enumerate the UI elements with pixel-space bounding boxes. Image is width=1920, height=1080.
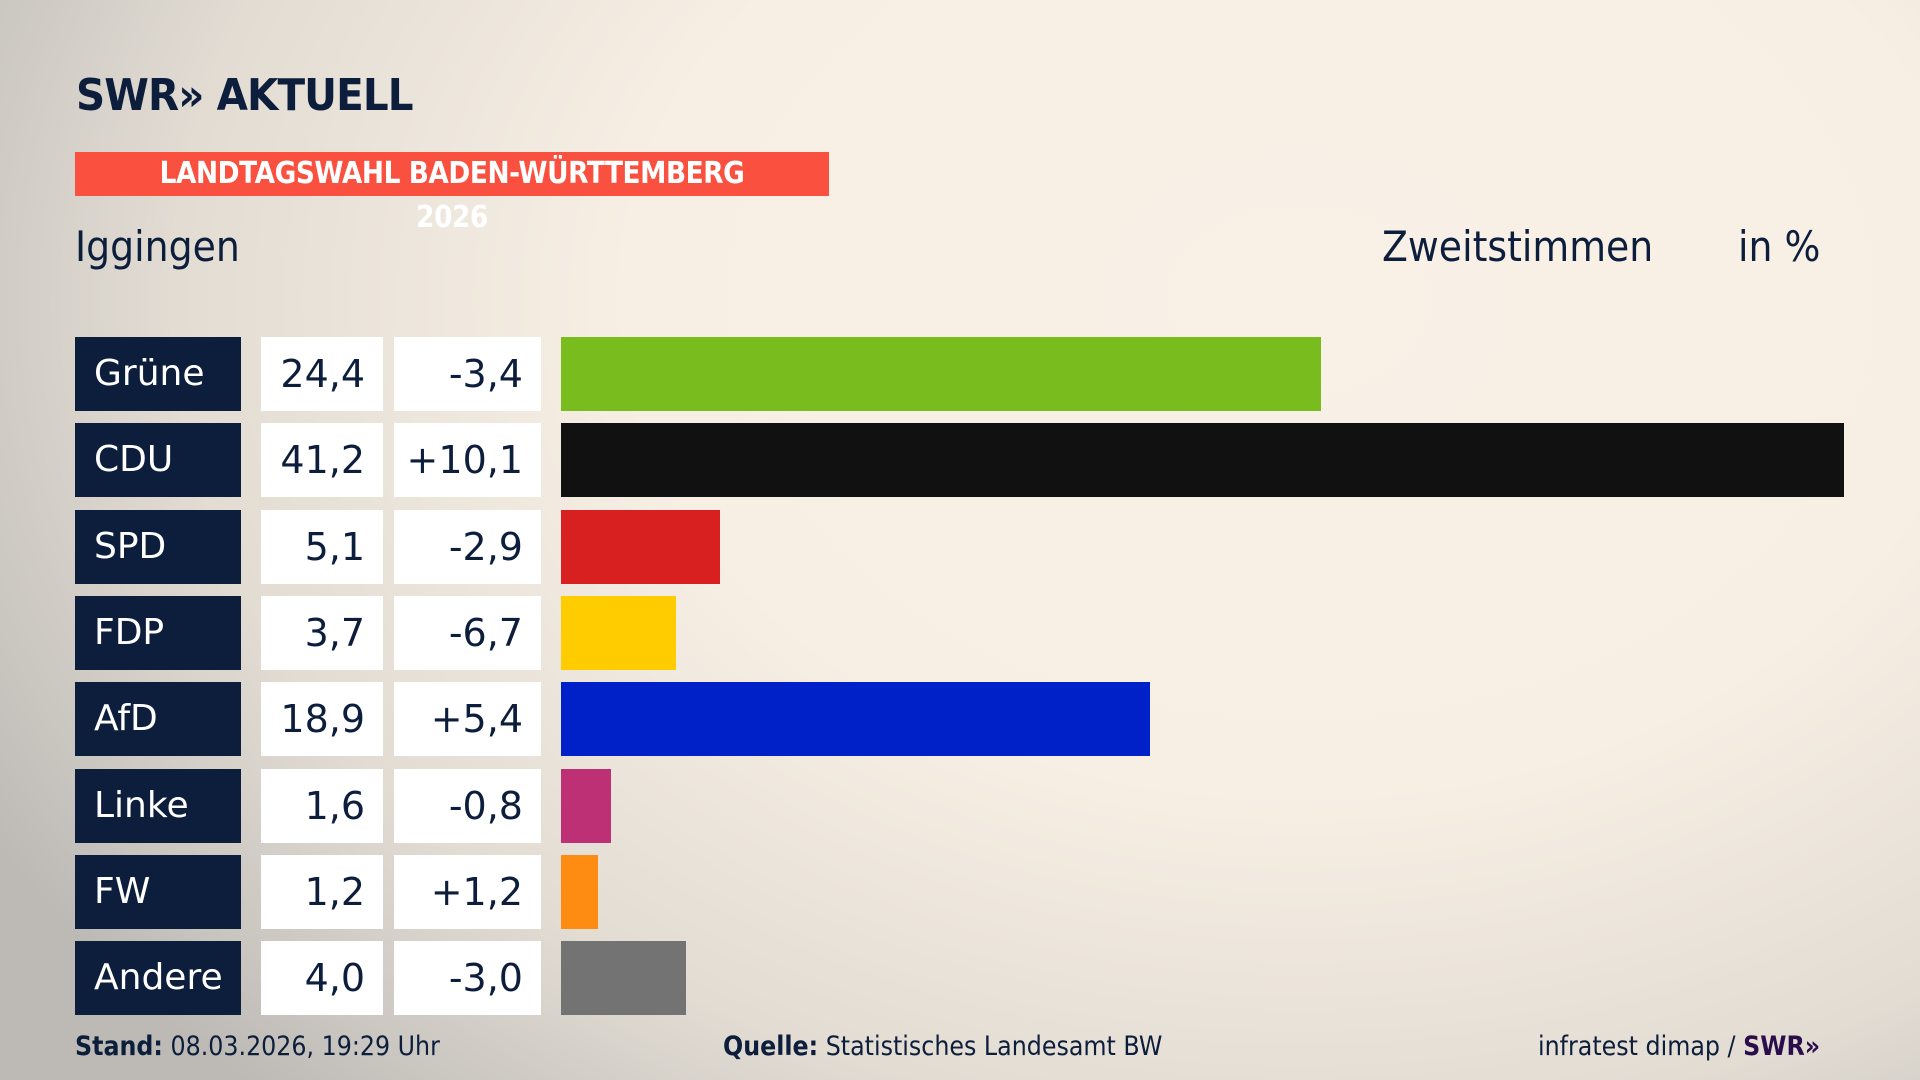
election-banner: LANDTAGSWAHL BADEN-WÜRTTEMBERG 2026 <box>75 152 829 235</box>
chart-row: FW 1,2 +1,2 <box>0 854 1920 929</box>
timestamp: Stand: 08.03.2026, 19:29 Uhr <box>75 1031 440 1062</box>
bar-fdp <box>561 595 677 670</box>
value-label: 41,2 <box>261 423 383 498</box>
metric-label: Zweitstimmen <box>1382 222 1654 271</box>
source: Quelle: Statistisches Landesamt BW <box>723 1031 1162 1062</box>
chart-row: AfD 18,9 +5,4 <box>0 682 1920 757</box>
value-label: 18,9 <box>261 682 383 757</box>
stand-value: 08.03.2026, 19:29 Uhr <box>170 1031 440 1062</box>
region-title: Iggingen <box>75 222 240 271</box>
change-label: -3,4 <box>394 337 541 411</box>
value-label: 1,2 <box>261 854 383 929</box>
change-label: +5,4 <box>394 682 541 757</box>
change-label: -0,8 <box>394 768 541 843</box>
source-value: Statistisches Landesamt BW <box>825 1031 1163 1062</box>
party-label: FW <box>75 854 241 929</box>
bar-cdu <box>561 423 1844 498</box>
party-label: Linke <box>75 768 241 843</box>
chart-row: FDP 3,7 -6,7 <box>0 595 1920 670</box>
value-label: 5,1 <box>261 509 383 584</box>
change-label: +10,1 <box>394 423 541 498</box>
change-label: -6,7 <box>394 595 541 670</box>
bar-grüne <box>561 337 1321 411</box>
party-label: CDU <box>75 423 241 498</box>
credit: infratest dimap / SWR» <box>1538 1031 1820 1062</box>
change-label: +1,2 <box>394 854 541 929</box>
bar-afd <box>561 682 1150 757</box>
value-label: 3,7 <box>261 595 383 670</box>
chart-row: CDU 41,2 +10,1 <box>0 423 1920 498</box>
party-label: AfD <box>75 682 241 757</box>
value-label: 1,6 <box>261 768 383 843</box>
party-label: SPD <box>75 509 241 584</box>
party-label: Andere <box>75 941 241 1016</box>
bar-andere <box>561 941 686 1016</box>
credit-text: infratest dimap / <box>1538 1031 1736 1062</box>
chart-row: Andere 4,0 -3,0 <box>0 941 1920 1016</box>
swr-logo: SWR» <box>1743 1031 1821 1062</box>
stand-label: Stand: <box>75 1031 163 1062</box>
banner-text: LANDTAGSWAHL BADEN-WÜRTTEMBERG 2026 <box>159 156 745 235</box>
party-label: Grüne <box>75 337 241 411</box>
unit-label: in % <box>1738 222 1821 271</box>
chart-row: Linke 1,6 -0,8 <box>0 768 1920 843</box>
chart-row: Grüne 24,4 -3,4 <box>0 337 1920 411</box>
source-label: Quelle: <box>723 1031 819 1062</box>
party-label: FDP <box>75 595 241 670</box>
value-label: 4,0 <box>261 941 383 1016</box>
swr-aktuell-logo: SWR» AKTUELL <box>76 70 414 121</box>
change-label: -2,9 <box>394 509 541 584</box>
value-label: 24,4 <box>261 337 383 411</box>
bar-spd <box>561 509 720 584</box>
chart-row: SPD 5,1 -2,9 <box>0 509 1920 584</box>
change-label: -3,0 <box>394 941 541 1016</box>
bar-fw <box>561 854 599 929</box>
bar-linke <box>561 768 611 843</box>
